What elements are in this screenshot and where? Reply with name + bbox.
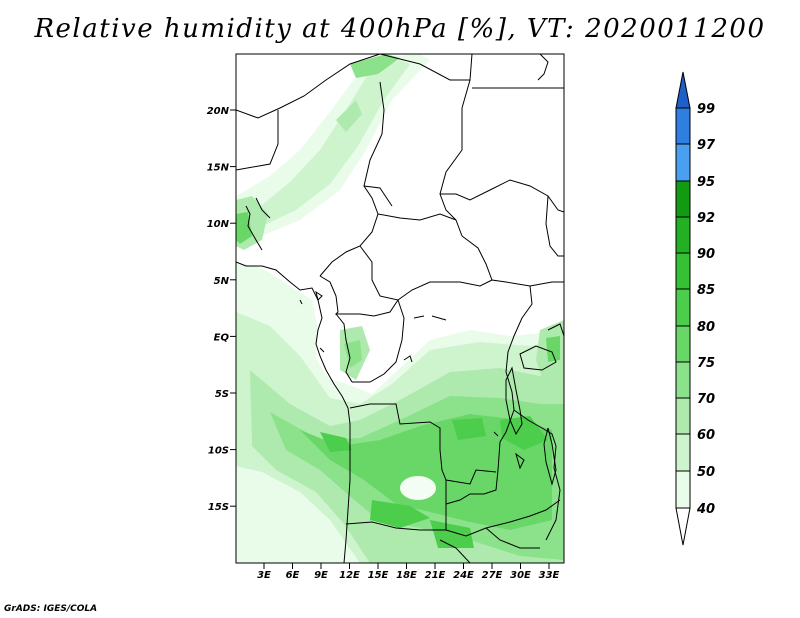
longitude-axis: 3E 6E 9E 12E 15E 18E 21E 24E 27E 30E 33E bbox=[257, 563, 560, 581]
latitude-axis: 20N 15N 10N 5N EQ 5S 10S 15S bbox=[207, 106, 236, 513]
colorbar-segment bbox=[675, 252, 691, 290]
lon-label: 3E bbox=[257, 570, 271, 581]
colorbar-label: 80 bbox=[697, 320, 715, 335]
lat-label: 20N bbox=[207, 106, 230, 117]
colorbar-label: 85 bbox=[697, 283, 715, 298]
lon-label: 33E bbox=[539, 570, 560, 581]
lon-label: 21E bbox=[425, 570, 446, 581]
lon-label: 6E bbox=[286, 570, 300, 581]
map-frame-border bbox=[235, 53, 565, 564]
lon-label: 12E bbox=[339, 570, 360, 581]
colorbar-label: 70 bbox=[697, 392, 715, 407]
lon-label: 30E bbox=[510, 570, 531, 581]
humidity-shading bbox=[236, 54, 564, 563]
colorbar-segment bbox=[675, 288, 691, 327]
lat-label: 15N bbox=[207, 163, 230, 174]
colorbar-label: 75 bbox=[697, 356, 715, 371]
lat-label: EQ bbox=[214, 332, 230, 343]
colorbar-label: 50 bbox=[697, 465, 715, 480]
lat-label: 10N bbox=[207, 219, 230, 230]
lat-label: 5S bbox=[215, 389, 229, 400]
colorbar-segment bbox=[675, 397, 691, 435]
colorbar-segment bbox=[675, 107, 691, 145]
lon-label: 27E bbox=[482, 570, 503, 581]
lat-label: 5N bbox=[214, 276, 230, 287]
colorbar-label: 99 bbox=[697, 102, 715, 117]
lon-label: 24E bbox=[453, 570, 474, 581]
colorbar-label: 92 bbox=[697, 211, 715, 226]
grads-credit: GrADS: IGES/COLA bbox=[4, 604, 98, 614]
map-title: Relative humidity at 400hPa [%], VT: 202… bbox=[34, 14, 766, 44]
colorbar-segment bbox=[675, 143, 691, 182]
colorbar-segment bbox=[675, 470, 691, 509]
colorbar-label: 90 bbox=[697, 247, 715, 262]
colorbar-segment bbox=[675, 216, 691, 254]
colorbar-label: 97 bbox=[697, 138, 716, 153]
colorbar-label: 60 bbox=[697, 428, 715, 443]
colorbar-segment bbox=[675, 325, 691, 363]
lon-label: 15E bbox=[368, 570, 389, 581]
colorbar-label: 40 bbox=[696, 502, 715, 517]
lon-label: 18E bbox=[396, 570, 417, 581]
colorbar: 99 97 95 92 90 85 80 75 70 60 50 40 bbox=[675, 71, 716, 546]
colorbar-segment bbox=[675, 180, 691, 218]
lat-label: 15S bbox=[208, 502, 229, 513]
colorbar-segment bbox=[675, 361, 691, 399]
colorbar-label: 95 bbox=[697, 175, 715, 190]
lon-label: 9E bbox=[314, 570, 328, 581]
lat-label: 10S bbox=[208, 446, 229, 457]
colorbar-segment bbox=[675, 433, 691, 472]
colorbar-bottom-arrow bbox=[675, 507, 691, 546]
country-borders bbox=[236, 54, 564, 563]
colorbar-top-arrow bbox=[675, 71, 691, 109]
